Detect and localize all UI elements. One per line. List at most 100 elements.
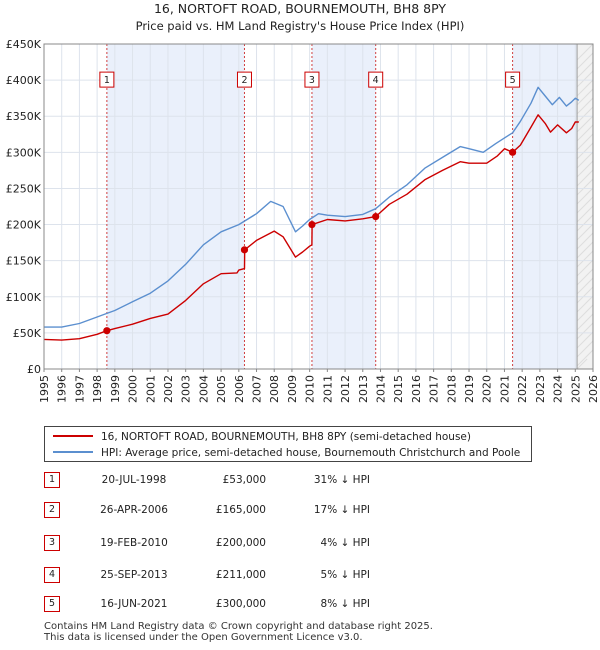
transaction-band bbox=[106, 44, 245, 369]
y-tick-label: £250K bbox=[6, 182, 42, 195]
transaction-hpi: 4% ↓ HPI bbox=[320, 537, 370, 549]
x-tick-label: 2017 bbox=[428, 375, 441, 403]
sale-marker-label: 3 bbox=[309, 75, 315, 86]
y-tick-label: £450K bbox=[6, 38, 42, 51]
y-tick-label: £50K bbox=[13, 327, 42, 340]
forecast-hatch bbox=[576, 196, 594, 214]
forecast-hatch bbox=[576, 43, 594, 61]
x-tick-label: 2021 bbox=[498, 375, 511, 403]
sale-point bbox=[508, 148, 517, 156]
chart-title: 16, NORTOFT ROAD, BOURNEMOUTH, BH8 8PY bbox=[154, 1, 446, 16]
sale-marker-label: 4 bbox=[373, 75, 379, 86]
sale-point bbox=[103, 327, 111, 335]
x-tick-label: 2008 bbox=[268, 375, 281, 403]
legend-swatch-hpi bbox=[53, 451, 93, 453]
sale-marker-box bbox=[505, 71, 521, 88]
x-tick-label: 2016 bbox=[410, 375, 423, 403]
sale-marker-label: 5 bbox=[510, 75, 516, 86]
transaction-price: £165,000 bbox=[215, 504, 266, 516]
x-tick-label: 2020 bbox=[481, 375, 494, 403]
transaction-date: 19-FEB-2010 bbox=[100, 537, 168, 549]
x-tick-label: 2014 bbox=[374, 375, 387, 403]
transaction-price: £53,000 bbox=[222, 474, 266, 486]
forecast-hatch bbox=[576, 79, 594, 97]
hpi-series-line bbox=[44, 86, 580, 328]
forecast-hatch bbox=[576, 322, 594, 340]
x-tick-label: 2006 bbox=[233, 375, 246, 403]
sale-marker-label: 2 bbox=[241, 75, 247, 86]
forecast-hatch bbox=[576, 223, 594, 241]
x-tick-label: 2019 bbox=[463, 375, 476, 403]
forecast-hatch bbox=[576, 349, 594, 367]
x-tick-label: 2005 bbox=[215, 375, 228, 403]
transaction-hpi: 17% ↓ HPI bbox=[313, 504, 370, 516]
table-row: 3 19-FEB-2010 £200,000 4% ↓ HPI bbox=[44, 535, 444, 551]
forecast-hatch bbox=[576, 205, 594, 223]
transaction-date: 26-APR-2006 bbox=[100, 504, 168, 516]
forecast-hatch bbox=[576, 214, 594, 232]
transaction-band bbox=[311, 44, 376, 369]
transaction-date: 25-SEP-2013 bbox=[100, 569, 168, 581]
forecast-hatch bbox=[576, 358, 588, 370]
transaction-price: £300,000 bbox=[215, 598, 266, 610]
y-tick-label: £0 bbox=[27, 363, 41, 376]
x-tick-label: 1998 bbox=[91, 375, 104, 403]
forecast-hatch bbox=[576, 259, 594, 277]
legend-label-property: 16, NORTOFT ROAD, BOURNEMOUTH, BH8 8PY (… bbox=[101, 431, 471, 443]
forecast-hatch bbox=[576, 268, 594, 286]
x-tick-label: 2001 bbox=[144, 375, 157, 403]
x-tick-label: 2012 bbox=[339, 375, 352, 403]
forecast-hatch bbox=[576, 295, 594, 313]
legend-swatch-property bbox=[53, 435, 93, 437]
transaction-hpi: 31% ↓ HPI bbox=[313, 474, 370, 486]
forecast-hatch bbox=[576, 106, 594, 124]
forecast-hatch bbox=[576, 178, 594, 196]
transaction-number: 3 bbox=[44, 535, 60, 551]
sale-marker-label: 1 bbox=[104, 75, 110, 86]
forecast-hatch bbox=[576, 133, 594, 151]
price-chart: 16, NORTOFT ROAD, BOURNEMOUTH, BH8 8PY Pr… bbox=[6, 1, 600, 403]
transaction-band bbox=[512, 44, 578, 369]
sale-point bbox=[308, 220, 316, 229]
forecast-hatch bbox=[576, 340, 594, 358]
forecast-hatch bbox=[576, 115, 594, 133]
forecast-hatch bbox=[576, 88, 594, 106]
x-tick-label: 2000 bbox=[127, 375, 140, 403]
x-tick-label: 1996 bbox=[56, 375, 69, 403]
x-tick-label: 2022 bbox=[516, 375, 529, 403]
sale-marker-box bbox=[368, 71, 384, 88]
property-series-line bbox=[43, 114, 579, 341]
y-tick-label: £350K bbox=[6, 110, 42, 123]
x-tick-label: 2004 bbox=[197, 375, 210, 403]
x-tick-label: 1999 bbox=[109, 375, 122, 403]
transaction-date: 16-JUN-2021 bbox=[100, 598, 168, 610]
footer: Contains HM Land Registry data © Crown c… bbox=[44, 621, 433, 643]
forecast-hatch bbox=[576, 313, 594, 331]
x-tick-label: 2023 bbox=[534, 375, 547, 403]
y-tick-label: £300K bbox=[6, 146, 42, 159]
x-tick-label: 1995 bbox=[38, 375, 51, 403]
x-tick-label: 1997 bbox=[73, 375, 86, 403]
forecast-hatch bbox=[576, 331, 594, 349]
forecast-hatch bbox=[576, 250, 594, 268]
forecast-hatch bbox=[576, 286, 594, 304]
x-tick-label: 2024 bbox=[552, 375, 565, 403]
transaction-number: 1 bbox=[44, 472, 60, 488]
legend: 16, NORTOFT ROAD, BOURNEMOUTH, BH8 8PY (… bbox=[44, 426, 532, 462]
chart-subtitle: Price paid vs. HM Land Registry's House … bbox=[136, 19, 465, 33]
x-tick-label: 2026 bbox=[587, 375, 600, 403]
forecast-region bbox=[577, 44, 593, 369]
table-row: 2 26-APR-2006 £165,000 17% ↓ HPI bbox=[44, 502, 444, 518]
table-row: 5 16-JUN-2021 £300,000 8% ↓ HPI bbox=[44, 596, 444, 612]
x-tick-label: 2025 bbox=[569, 375, 582, 403]
sale-marker-box bbox=[304, 71, 320, 88]
y-tick-label: £100K bbox=[6, 291, 42, 304]
sale-point bbox=[372, 213, 380, 221]
plot-border bbox=[43, 43, 594, 370]
transaction-number: 5 bbox=[44, 596, 60, 612]
x-tick-label: 2018 bbox=[445, 375, 458, 403]
y-tick-label: £400K bbox=[6, 74, 42, 87]
x-tick-label: 2011 bbox=[321, 375, 334, 403]
x-tick-label: 2007 bbox=[251, 375, 264, 403]
forecast-hatch bbox=[576, 124, 594, 142]
